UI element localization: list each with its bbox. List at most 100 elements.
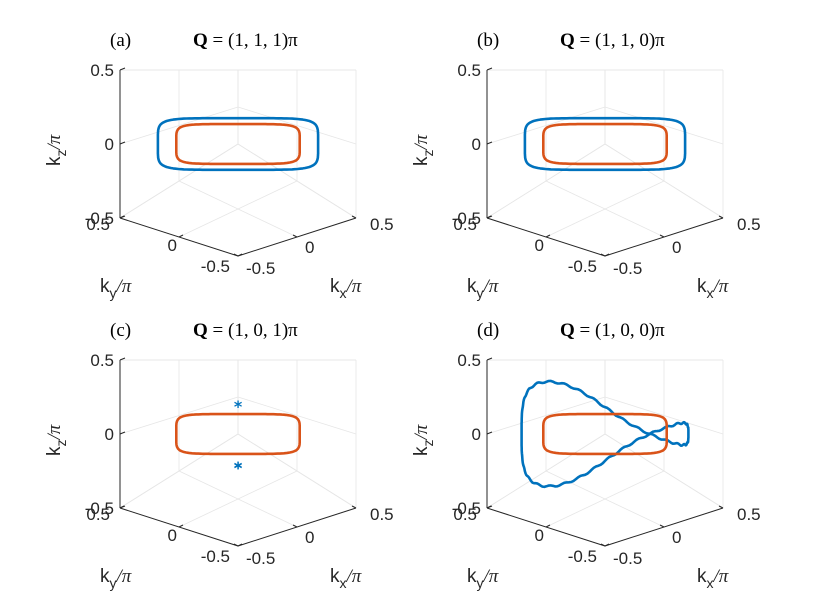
z-tick-label-2: 0.5 [457, 351, 481, 370]
x-tick-label-2: 0.5 [370, 215, 394, 234]
z-tick-label-0: -0.5 [85, 209, 114, 228]
y-tick-1 [545, 524, 551, 528]
y-tick-label-2: 0.5 [86, 505, 110, 524]
z-axis-label: kz/π [44, 134, 69, 166]
y-tick-label-0: -0.5 [568, 547, 597, 566]
z-tick-label-1: 0 [472, 135, 481, 154]
x-tick-0 [600, 543, 606, 547]
gridline-floor-b-1 [545, 470, 665, 528]
y-tick-label-2: 0.5 [86, 215, 110, 234]
y-tick-2 [486, 505, 492, 509]
z-axis-label: kz/π [411, 424, 436, 456]
x-tick-label-1: 0 [305, 238, 314, 257]
gridline-floor-b-1 [178, 180, 298, 238]
y-tick-label-0: -0.5 [568, 257, 597, 276]
chart-panel-2: -0.500.5-0.500.5-0.500.5kz/πky/π kx/π(b) Q… [411, 30, 761, 301]
z-axis-label: kz/π [411, 134, 436, 166]
x-tick-0 [233, 543, 239, 547]
y-tick-0 [237, 543, 243, 547]
y-tick-label-2: 0.5 [453, 505, 477, 524]
x-tick-0 [600, 253, 606, 257]
panel-label: (c) [110, 320, 131, 341]
z-tick-2 [486, 357, 493, 361]
x-tick-0 [233, 253, 239, 257]
z-tick-label-0: -0.5 [452, 209, 481, 228]
x-tick-label-2: 0.5 [370, 505, 394, 524]
x-tick-label-0: -0.5 [246, 549, 275, 568]
series-line-1 [175, 412, 302, 456]
y-tick-label-1: 0 [535, 236, 544, 255]
y-tick-2 [119, 505, 125, 509]
z-tick-1 [119, 141, 126, 145]
marker-point-1-2: * [234, 458, 243, 477]
y-tick-label-1: 0 [168, 526, 177, 545]
x-tick-1 [659, 234, 665, 238]
x-tick-label-0: -0.5 [613, 549, 642, 568]
y-tick-2 [486, 215, 492, 219]
x-tick-2 [718, 215, 724, 219]
z-tick-1 [119, 431, 126, 435]
gridline-floor-b-2 [237, 433, 357, 509]
series-line-2 [175, 122, 302, 166]
y-tick-label-0: -0.5 [201, 547, 230, 566]
x-tick-label-1: 0 [305, 528, 314, 547]
chart-panel-1: -0.500.5-0.500.5-0.500.5kz/πky/π kx/π(a) Q… [44, 30, 394, 301]
x-axis-label: kx/π [697, 276, 729, 301]
y-axis-label: ky/π [100, 276, 132, 301]
panel-title: Q = (1, 0, 0)π [560, 320, 665, 341]
z-tick-label-1: 0 [105, 425, 114, 444]
y-axis-label: ky/π [467, 566, 499, 591]
z-tick-1 [486, 141, 493, 145]
panel-label: (d) [477, 320, 499, 341]
series-line-2 [541, 412, 669, 456]
z-tick-2 [486, 67, 493, 71]
z-tick-1 [486, 431, 493, 435]
gridline-floor-b-2 [237, 143, 357, 219]
x-tick-label-0: -0.5 [613, 259, 642, 278]
z-tick-label-1: 0 [472, 425, 481, 444]
x-tick-label-1: 0 [672, 238, 681, 257]
z-axis-label: kz/π [44, 424, 69, 456]
y-tick-1 [178, 524, 184, 528]
x-tick-1 [292, 234, 298, 238]
z-tick-2 [119, 67, 126, 71]
y-tick-1 [178, 234, 184, 238]
y-tick-2 [119, 215, 125, 219]
x-axis-label: kx/π [697, 566, 729, 591]
gridline-floor-b-1 [178, 470, 298, 528]
y-tick-1 [545, 234, 551, 238]
series-line-2 [541, 122, 669, 166]
x-tick-1 [659, 524, 665, 528]
y-tick-label-1: 0 [535, 526, 544, 545]
x-tick-label-2: 0.5 [737, 215, 761, 234]
y-tick-0 [237, 253, 243, 257]
y-tick-0 [604, 253, 610, 257]
x-axis-label: kx/π [330, 276, 362, 301]
y-tick-label-0: -0.5 [201, 257, 230, 276]
series-line-1 [520, 379, 690, 489]
x-tick-2 [718, 505, 724, 509]
x-tick-label-0: -0.5 [246, 259, 275, 278]
z-tick-2 [119, 357, 126, 361]
y-tick-label-1: 0 [168, 236, 177, 255]
series-line-1 [523, 116, 687, 172]
panel-title: Q = (1, 1, 0)π [560, 30, 665, 51]
panel-label: (a) [110, 30, 131, 51]
marker-point-1-1: * [234, 459, 243, 478]
z-tick-label-2: 0.5 [457, 61, 481, 80]
x-tick-2 [351, 215, 357, 219]
y-axis-label: ky/π [100, 566, 132, 591]
z-tick-label-0: -0.5 [85, 499, 114, 518]
x-tick-1 [292, 524, 298, 528]
chart-panel-4: -0.500.5-0.500.5-0.500.5kz/πky/π kx/π(d) Q… [411, 320, 761, 591]
series-line-1 [156, 116, 320, 172]
y-axis-label: ky/π [467, 276, 499, 301]
y-tick-0 [604, 543, 610, 547]
marker-point-1-3: * [234, 397, 243, 416]
panel-title: Q = (1, 1, 1)π [193, 30, 298, 51]
panel-title: Q = (1, 0, 1)π [193, 320, 298, 341]
panel-label: (b) [477, 30, 499, 51]
z-tick-label-1: 0 [105, 135, 114, 154]
x-tick-label-2: 0.5 [737, 505, 761, 524]
